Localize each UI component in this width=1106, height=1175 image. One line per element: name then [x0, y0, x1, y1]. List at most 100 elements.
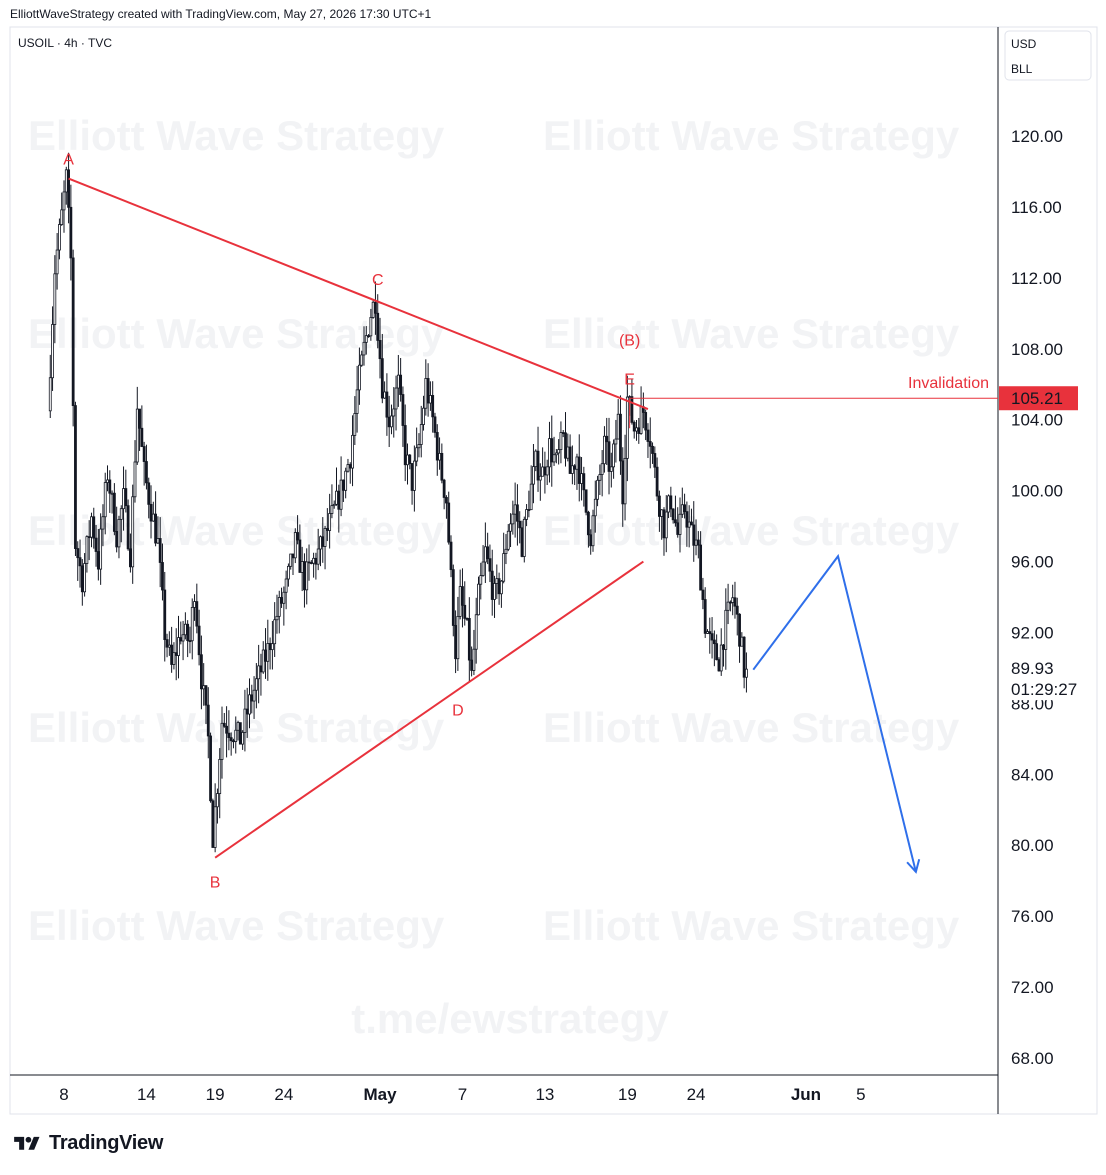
- y-tick-label: 116.00: [1011, 198, 1062, 217]
- candle-body: [481, 561, 485, 576]
- time-axis[interactable]: 8 14 19 24 May 7 13 19 24 Jun 5: [59, 1085, 865, 1104]
- candle-body: [234, 729, 238, 742]
- candle-body: [321, 536, 325, 547]
- candle-body: [648, 441, 652, 447]
- y-tick-label: 108.00: [1011, 340, 1063, 359]
- candle-body: [293, 532, 297, 559]
- candle-body: [593, 498, 597, 517]
- price-axis[interactable]: 120.00 116.00 112.00 108.00 104.00 100.00 96.0…: [1011, 127, 1063, 1068]
- candle-body: [550, 438, 554, 463]
- candle-body: [142, 446, 146, 462]
- candle-body: [639, 406, 643, 434]
- candle-body: [87, 536, 91, 539]
- candle-body: [518, 520, 522, 529]
- candle-body: [332, 503, 336, 507]
- candle-body: [557, 449, 561, 454]
- candle-body: [211, 800, 215, 848]
- candle-body: [545, 466, 549, 476]
- tradingview-footer[interactable]: TradingView: [10, 1132, 163, 1155]
- candle-body: [628, 396, 632, 399]
- wave-label-B: (B): [619, 332, 640, 349]
- candle-body: [165, 639, 169, 648]
- candle-body: [426, 378, 430, 404]
- candle-body: [477, 583, 480, 616]
- watermark-text: Elliott Wave Strategy: [28, 507, 445, 554]
- last-price-label: 89.93: [1011, 659, 1054, 678]
- candle-body: [135, 408, 139, 463]
- candle-body: [486, 546, 490, 560]
- candle-body: [312, 557, 316, 564]
- candle-body: [353, 413, 357, 436]
- y-tick-label: 104.00: [1011, 411, 1063, 430]
- candle-body: [385, 391, 389, 418]
- y-tick-label: 72.00: [1011, 978, 1054, 997]
- candle-body: [499, 580, 503, 595]
- candle-body: [360, 354, 364, 366]
- y-tick-label: 100.00: [1011, 482, 1063, 501]
- x-tick-label: 24: [687, 1085, 706, 1104]
- candle-body: [513, 504, 517, 515]
- candle-body: [566, 446, 570, 459]
- candle-body: [289, 553, 293, 567]
- x-tick-label: 19: [618, 1085, 637, 1104]
- candle-body: [653, 453, 657, 468]
- projection-path: [752, 553, 917, 873]
- candle-body: [419, 424, 423, 445]
- candle-body: [509, 523, 512, 532]
- candle-body: [529, 483, 533, 511]
- candle-body: [598, 474, 602, 481]
- candle-body: [575, 456, 579, 470]
- candle-body: [133, 461, 137, 498]
- candle-body: [195, 601, 199, 627]
- y-tick-label: 96.00: [1011, 553, 1054, 572]
- watermark-text: Elliott Wave Strategy: [543, 310, 960, 357]
- candle-body: [612, 443, 615, 468]
- y-tick-label: 76.00: [1011, 907, 1054, 926]
- candle-body: [131, 496, 135, 568]
- candle-body: [683, 504, 686, 512]
- watermark-url: t.me/ewstrategy: [351, 995, 669, 1042]
- candle-body: [298, 539, 302, 573]
- y-tick-label: 84.00: [1011, 765, 1054, 784]
- candle-body: [261, 649, 265, 673]
- currency-box[interactable]: [1004, 30, 1092, 81]
- candle-body: [580, 473, 583, 484]
- x-tick-label: 13: [535, 1085, 554, 1104]
- candle-body: [305, 561, 309, 591]
- candle-body: [106, 479, 109, 483]
- candle-body: [62, 191, 66, 211]
- candle-body: [607, 441, 611, 472]
- candle-body: [493, 583, 496, 600]
- candle-body: [591, 515, 595, 547]
- candle-body: [424, 378, 428, 409]
- chart-frame: [9, 26, 1098, 1115]
- candle-body: [442, 479, 446, 498]
- candle-body: [662, 509, 666, 539]
- candle-body: [248, 694, 251, 715]
- candle-body: [410, 463, 414, 491]
- candle-body: [630, 396, 634, 423]
- candle-body: [696, 539, 700, 546]
- candle-body: [177, 637, 180, 656]
- candle-body: [589, 534, 593, 547]
- candle-body: [655, 466, 659, 497]
- bar-countdown-label: 01:29:27: [1011, 680, 1077, 699]
- symbol-legend[interactable]: USOIL · 4h · TVC: [18, 36, 112, 50]
- candle-body: [454, 625, 457, 660]
- candle-body: [193, 601, 196, 608]
- candle-body: [708, 631, 712, 635]
- candle-body: [64, 169, 68, 193]
- y-tick-label: 80.00: [1011, 836, 1054, 855]
- candle-body: [367, 335, 370, 338]
- watermark-text: Elliott Wave Strategy: [28, 704, 445, 751]
- candle-body: [238, 722, 242, 745]
- candle-body: [548, 438, 551, 468]
- candle-body: [516, 504, 519, 522]
- candle-body: [245, 708, 249, 715]
- candlestick-series: [48, 152, 748, 853]
- candle-body: [179, 637, 183, 642]
- candle-body: [60, 209, 64, 225]
- candle-body: [303, 561, 306, 591]
- watermark-text: Elliott Wave Strategy: [543, 112, 960, 159]
